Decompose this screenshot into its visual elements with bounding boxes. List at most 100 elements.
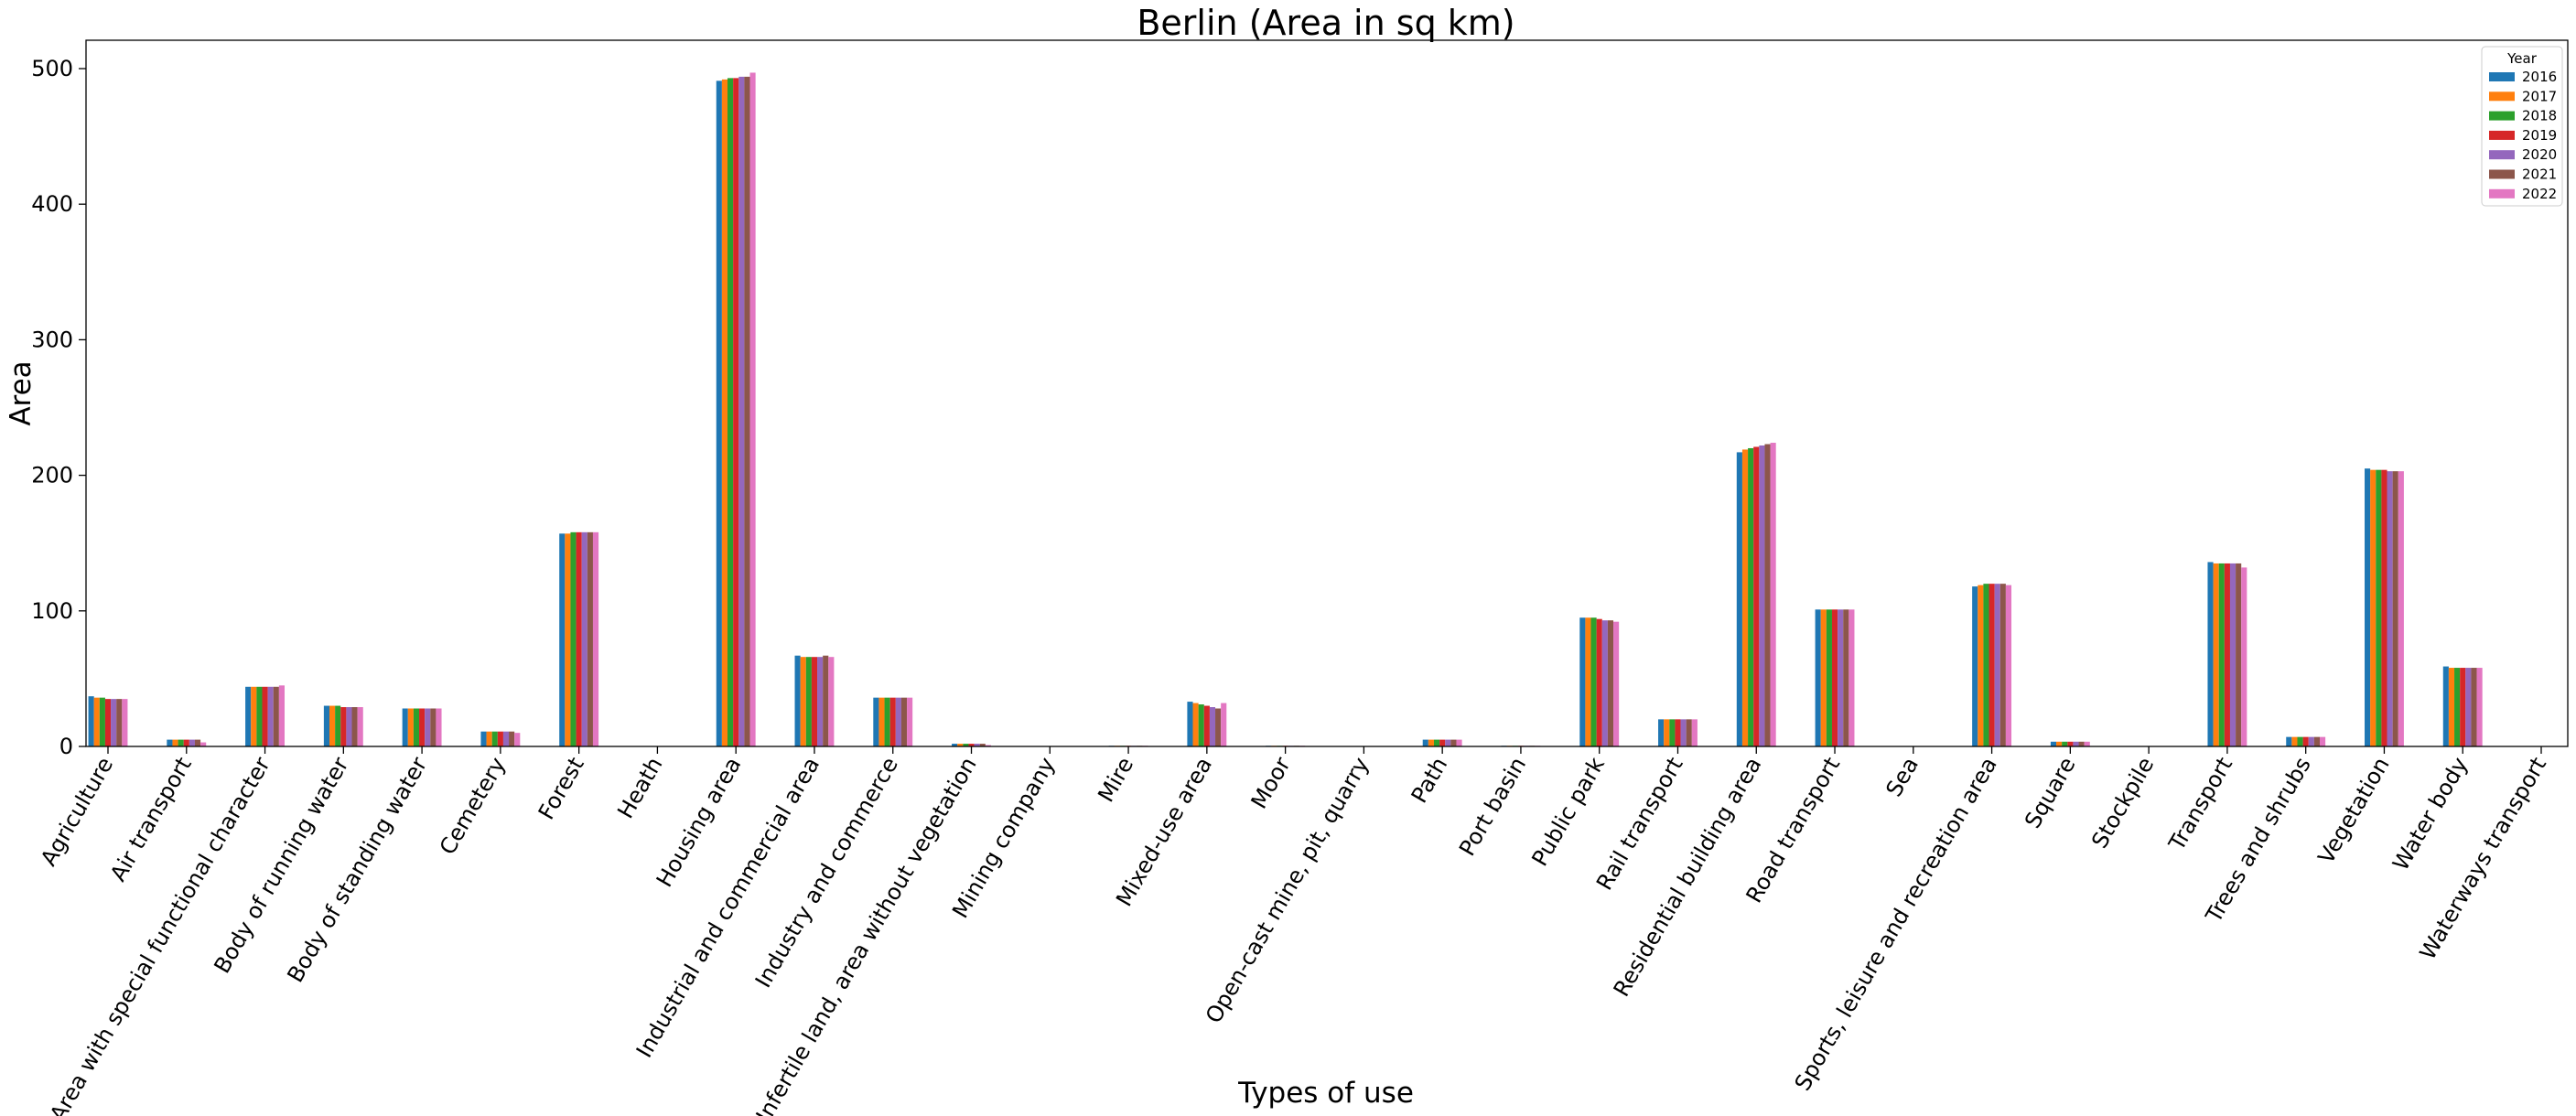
bar <box>1680 719 1687 746</box>
y-tick-label: 500 <box>31 56 73 81</box>
bar <box>402 708 408 746</box>
x-tick-label: Industry and commerce <box>750 753 903 993</box>
bar <box>335 705 341 746</box>
category-group <box>794 655 835 746</box>
bar <box>1215 708 1222 746</box>
bar <box>1983 584 1989 746</box>
x-axis-title: Types of use <box>1237 1077 1414 1110</box>
x-tick-label: Stockpile <box>2086 753 2159 853</box>
bar <box>497 731 503 746</box>
x-tick-label: Path <box>1407 753 1453 808</box>
legend-swatch <box>2489 72 2515 81</box>
bar <box>721 79 728 747</box>
bars-layer <box>88 72 2483 747</box>
bar <box>800 657 806 746</box>
bar <box>811 657 818 746</box>
legend-label: 2020 <box>2522 146 2557 163</box>
bar <box>1759 445 1765 746</box>
bar <box>878 697 885 746</box>
bar <box>2062 741 2068 746</box>
legend-label: 2019 <box>2522 127 2557 144</box>
legend-label: 2021 <box>2522 166 2557 183</box>
y-tick-label: 100 <box>31 598 73 624</box>
bar <box>1658 719 1665 746</box>
bar <box>436 708 442 746</box>
bar <box>1221 703 1227 746</box>
legend-label: 2022 <box>2522 186 2557 202</box>
category-group <box>1579 617 1620 746</box>
bar <box>1736 452 1742 746</box>
plot-frame <box>85 39 2569 747</box>
bar <box>419 708 426 746</box>
bar <box>1978 585 1984 746</box>
bar <box>884 697 890 746</box>
x-tick-label: Open-cast mine, pit, quarry <box>1201 753 1374 1027</box>
bar <box>502 731 510 746</box>
bar <box>2207 562 2214 746</box>
category-group <box>1422 739 1462 746</box>
bar <box>278 685 285 746</box>
bar <box>251 686 257 746</box>
bar <box>2286 736 2292 746</box>
x-tick-label: Residential building area <box>1609 753 1767 1001</box>
bar <box>1741 449 1749 746</box>
bar <box>889 697 896 746</box>
bar <box>716 80 722 747</box>
bar <box>183 739 189 746</box>
bar <box>1764 444 1771 746</box>
legend-swatch <box>2489 111 2515 121</box>
bar <box>1433 739 1440 746</box>
bar <box>2454 668 2461 746</box>
bar <box>323 705 330 746</box>
bar <box>245 686 252 746</box>
category-group <box>323 705 363 746</box>
bar <box>565 533 571 746</box>
bar <box>267 686 274 746</box>
y-axis-title: Area <box>5 360 38 425</box>
bar <box>2241 567 2247 746</box>
bar <box>2302 736 2309 746</box>
category-group <box>1815 609 1855 746</box>
x-tick-label: Cemetery <box>435 753 511 859</box>
y-tick-label: 0 <box>59 734 73 759</box>
bar <box>744 76 750 746</box>
x-tick-label: Body of standing water <box>282 753 432 987</box>
bar <box>172 739 178 746</box>
x-tick-label: Sea <box>1881 753 1924 801</box>
x-tick-label: Heath <box>612 753 667 822</box>
bar <box>974 744 980 746</box>
y-tick-label: 200 <box>31 463 73 488</box>
category-group <box>559 531 599 746</box>
bar <box>1187 702 1193 746</box>
bar <box>907 697 913 746</box>
bar <box>873 697 879 746</box>
x-tick-label: Housing area <box>652 753 747 891</box>
category-group <box>2365 468 2404 746</box>
bar <box>2213 563 2219 746</box>
bar <box>1838 609 1844 746</box>
bar <box>2448 668 2455 746</box>
bar <box>1607 620 1614 746</box>
bar <box>111 699 117 746</box>
chart-title: Berlin (Area in sq km) <box>1137 3 1514 43</box>
bar <box>1815 609 1821 746</box>
category-group <box>1972 584 2012 746</box>
bar <box>581 531 587 746</box>
bar <box>2067 741 2074 746</box>
bar <box>194 739 201 746</box>
category-group <box>88 696 128 746</box>
legend-swatch <box>2489 188 2515 199</box>
bar <box>2465 668 2472 746</box>
bar <box>1590 617 1597 746</box>
legend-frame <box>2481 46 2563 207</box>
bar <box>1994 584 2000 746</box>
bar <box>805 657 812 746</box>
category-group <box>2286 736 2326 746</box>
bar <box>1445 739 1451 746</box>
bar <box>122 699 128 746</box>
legend-swatch <box>2489 130 2515 140</box>
bar <box>178 739 184 746</box>
bar <box>509 731 515 746</box>
category-group <box>2442 666 2483 746</box>
bar <box>2224 563 2230 746</box>
